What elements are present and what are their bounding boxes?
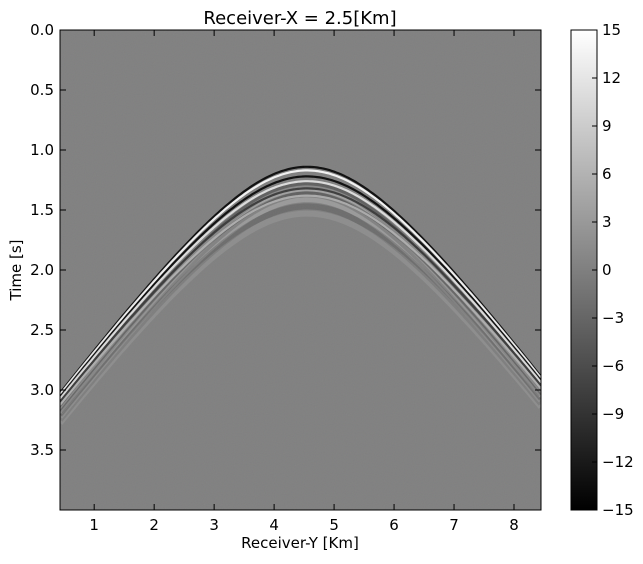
y-axis: 0.0 0.5 1.0 1.5 2.0 2.5 3.0 3.5 xyxy=(30,21,541,459)
x-tick-label: 6 xyxy=(389,516,399,534)
colorbar-tick-label: −6 xyxy=(602,357,624,375)
y-tick-label: 0.5 xyxy=(30,81,54,99)
x-tick-label: 4 xyxy=(269,516,279,534)
x-tick-label: 1 xyxy=(89,516,99,534)
colorbar-ticks: 15 12 9 6 3 0 −3 −6 −9 −12 −15 xyxy=(592,21,634,519)
colorbar-tick-label: 0 xyxy=(602,261,612,279)
colorbar-tick-label: 3 xyxy=(602,213,612,231)
x-tick-label: 2 xyxy=(149,516,159,534)
colorbar-tick-label: 6 xyxy=(602,165,612,183)
colorbar-tick-label: −15 xyxy=(602,501,634,519)
y-tick-label: 2.0 xyxy=(30,261,54,279)
y-tick-label: 1.0 xyxy=(30,141,54,159)
x-tick-label: 3 xyxy=(209,516,219,534)
colorbar-tick-label: 15 xyxy=(602,21,621,39)
y-axis-label: Time [s] xyxy=(7,240,25,302)
x-axis: 1 2 3 4 5 6 7 8 xyxy=(89,30,519,534)
colorbar-tick-label: 12 xyxy=(602,69,621,87)
colorbar-tick-label: −3 xyxy=(602,309,624,327)
colorbar-tick-label: −12 xyxy=(602,453,634,471)
y-tick-label: 0.0 xyxy=(30,21,54,39)
chart-title: Receiver-X = 2.5[Km] xyxy=(203,8,396,29)
colorbar-tick-label: −9 xyxy=(602,405,624,423)
seismic-events xyxy=(60,30,541,510)
x-axis-label: Receiver-Y [Km] xyxy=(241,534,359,552)
x-tick-label: 8 xyxy=(509,516,519,534)
x-tick-label: 5 xyxy=(329,516,339,534)
y-tick-label: 3.0 xyxy=(30,381,54,399)
noise-texture xyxy=(60,30,541,510)
x-tick-label: 7 xyxy=(449,516,459,534)
y-tick-label: 2.5 xyxy=(30,321,54,339)
y-tick-label: 3.5 xyxy=(30,441,54,459)
colorbar-tick-label: 9 xyxy=(602,117,612,135)
y-tick-label: 1.5 xyxy=(30,201,54,219)
